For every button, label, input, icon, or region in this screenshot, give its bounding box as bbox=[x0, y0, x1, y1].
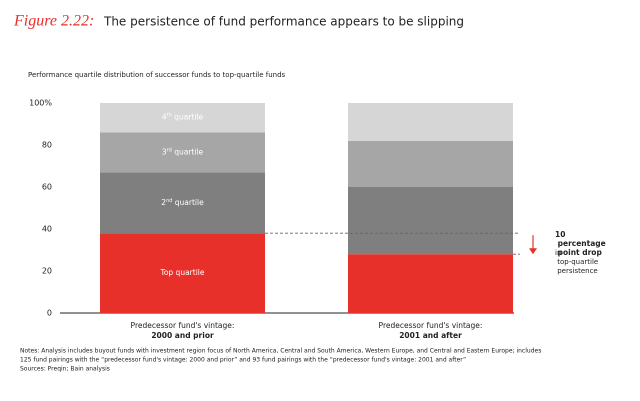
bar-segment bbox=[348, 103, 513, 141]
y-tick-label: 40 bbox=[42, 225, 52, 234]
x-tick-prefix: Predecessor fund's vintage: bbox=[379, 321, 483, 330]
annotation-text: in top-quartile persistence bbox=[555, 249, 598, 275]
y-tick-label: 80 bbox=[42, 141, 52, 150]
annotation-title: 10 percentage point drop bbox=[555, 230, 606, 257]
figure-label: Figure 2.22: bbox=[13, 13, 94, 30]
x-tick-label: 2000 and prior bbox=[151, 331, 214, 340]
chart-title: The persistence of fund performance appe… bbox=[103, 15, 464, 29]
segment-label: 3rd quartile bbox=[162, 147, 204, 157]
segment-label: Top quartile bbox=[160, 268, 205, 277]
bar-segment bbox=[100, 132, 265, 173]
drop-arrowhead bbox=[529, 248, 537, 255]
x-tick-label: 2001 and after bbox=[399, 331, 462, 340]
note: Notes: Analysis includes buyout funds wi… bbox=[20, 348, 541, 355]
y-tick-label: 20 bbox=[42, 267, 52, 276]
y-tick-label: 100% bbox=[29, 99, 52, 108]
bar-segment bbox=[100, 172, 265, 234]
bar-segment bbox=[100, 233, 265, 313]
y-tick-label: 0 bbox=[47, 309, 52, 318]
note: 125 fund pairings with the “predecessor … bbox=[20, 357, 466, 364]
y-tick-label: 60 bbox=[42, 183, 52, 192]
chart-subtitle: Performance quartile distribution of suc… bbox=[28, 71, 286, 79]
segment-label: 4th quartile bbox=[162, 112, 204, 122]
segment-label: 2nd quartile bbox=[161, 197, 204, 207]
bar-segment bbox=[348, 140, 513, 187]
bar-segment bbox=[348, 187, 513, 255]
note: Sources: Preqin; Bain analysis bbox=[20, 366, 110, 373]
bar-segment bbox=[100, 103, 265, 133]
x-tick-prefix: Predecessor fund's vintage: bbox=[131, 321, 235, 330]
bar-segment bbox=[348, 254, 513, 313]
